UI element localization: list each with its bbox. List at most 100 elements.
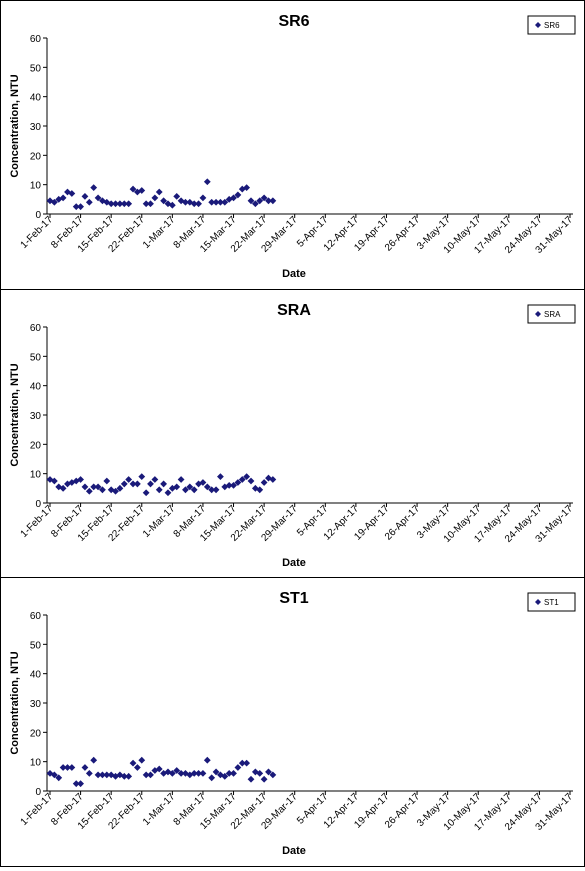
y-tick-label: 50: [30, 63, 42, 74]
chart-panel-sra: SRA 0 10 20 30 40 50 60 1-Feb-17 8-Feb-17 15-Feb-1…: [0, 289, 585, 578]
data-point: [85, 198, 93, 206]
y-tick-label: 40: [30, 382, 42, 393]
data-point: [64, 764, 71, 771]
data-point: [90, 483, 98, 491]
data-point: [160, 480, 168, 488]
data-point: [77, 203, 84, 211]
data-point: [199, 479, 207, 486]
data-point: [217, 198, 224, 206]
data-point: [190, 486, 198, 494]
y-tick-label: 20: [30, 440, 42, 451]
data-point: [230, 194, 237, 202]
data-point: [50, 198, 58, 206]
data-point: [173, 483, 181, 491]
data-point: [238, 185, 246, 193]
data-point: [68, 190, 76, 197]
legend-label: SRA: [544, 310, 561, 319]
data-point: [230, 770, 237, 777]
x-tick-label: 1-Mar-17: [141, 214, 178, 251]
data-point: [177, 476, 185, 483]
data-point: [208, 774, 216, 782]
data-point: [94, 194, 102, 202]
legend-label: SR6: [544, 21, 560, 30]
y-axis-title: Concentration, NTU: [9, 74, 21, 177]
data-point: [186, 198, 194, 206]
y-tick-label: 30: [30, 411, 42, 422]
y-axis-title: Concentration, NTU: [9, 363, 21, 466]
chart-panel-st1: ST1 0 10 20 30 40 50 60 1-Feb-17 8-Feb-17 15-Feb-1…: [0, 577, 585, 867]
data-point: [199, 770, 207, 777]
chart-title-st1: ST1: [279, 590, 308, 607]
data-point: [160, 197, 168, 205]
y-tick-label: 50: [30, 640, 42, 651]
data-point: [247, 477, 255, 485]
chart-panel-sr6: SR6 0 10 20 30 40 50 60 1-Feb-17 8-Feb-17 15-Feb-1…: [0, 0, 585, 290]
data-point: [269, 476, 277, 483]
data-point: [94, 483, 102, 491]
y-tick-label: 50: [30, 352, 42, 363]
y-tick-label: 0: [35, 787, 41, 798]
data-point: [173, 767, 181, 774]
legend-label: ST1: [544, 598, 559, 607]
chart-title-sr6: SR6: [278, 13, 309, 30]
data-point: [256, 486, 264, 494]
y-tick-label: 60: [30, 34, 42, 45]
data-point: [147, 771, 154, 779]
data-point: [120, 772, 128, 780]
data-point: [129, 480, 137, 488]
data-point: [212, 198, 220, 206]
y-tick-label: 60: [30, 611, 42, 622]
data-point: [225, 482, 233, 489]
data-point: [221, 198, 229, 206]
data-point: [107, 771, 115, 779]
data-point: [138, 756, 146, 764]
data-point: [112, 487, 119, 495]
data-point: [151, 767, 159, 774]
data-point: [247, 197, 255, 205]
data-point: [133, 764, 141, 771]
data-point: [190, 200, 198, 208]
data-point: [177, 770, 185, 777]
data-point: [107, 200, 115, 208]
legend-marker-icon: [535, 311, 541, 317]
data-point: [125, 476, 133, 483]
data-point: [77, 780, 84, 788]
data-point: [155, 765, 163, 773]
data-point: [77, 476, 84, 483]
x-axis-title: Date: [282, 845, 306, 857]
data-point: [269, 197, 277, 205]
data-point: [59, 484, 67, 492]
data-point: [90, 184, 98, 191]
data-point: [55, 774, 63, 782]
data-point: [142, 771, 150, 779]
data-point: [81, 483, 89, 491]
data-point: [103, 477, 111, 485]
data-point: [234, 191, 242, 199]
y-tick-label: 20: [30, 151, 42, 162]
data-point: [190, 770, 198, 777]
data-point: [147, 200, 154, 208]
data-point: [208, 486, 216, 494]
y-tick-label: 0: [35, 499, 41, 510]
data-point: [99, 197, 106, 205]
data-point: [234, 764, 242, 771]
data-point: [107, 486, 115, 494]
data-point: [203, 483, 211, 491]
data-point: [142, 200, 150, 208]
data-point: [173, 193, 181, 200]
data-point: [133, 480, 141, 488]
data-point: [151, 194, 159, 202]
chart-svg-sra: SRA01020304050601-Feb-178-Feb-1715-Feb-1…: [9, 302, 576, 569]
legend-marker-icon: [535, 22, 541, 28]
y-tick-label: 10: [30, 758, 42, 769]
data-point: [85, 487, 93, 495]
data-point: [195, 770, 202, 777]
data-point: [129, 759, 137, 767]
data-point: [217, 473, 224, 480]
data-point: [265, 768, 272, 776]
data-point: [50, 771, 58, 779]
data-point: [120, 200, 128, 208]
data-point: [199, 194, 207, 202]
data-point: [94, 771, 102, 779]
